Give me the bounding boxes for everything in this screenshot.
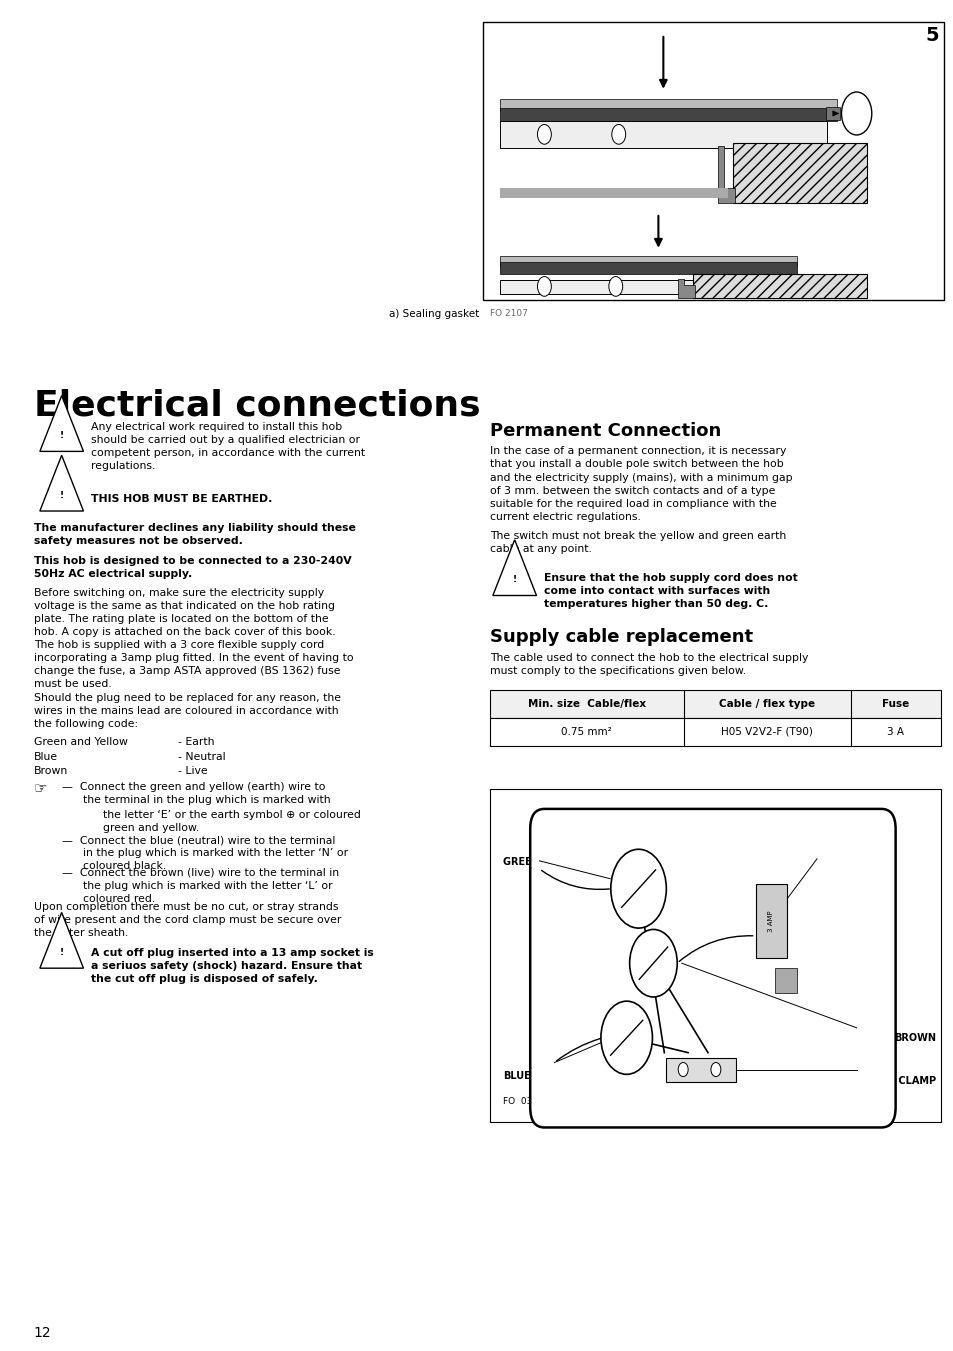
Bar bbox=[499, 255, 797, 266]
Bar bbox=[825, 107, 839, 120]
Text: !: ! bbox=[59, 948, 64, 957]
Bar bbox=[499, 108, 836, 122]
Circle shape bbox=[611, 124, 625, 145]
Text: Min. size  Cable/flex: Min. size Cable/flex bbox=[527, 698, 645, 709]
Polygon shape bbox=[493, 540, 536, 596]
Text: 3 A: 3 A bbox=[886, 727, 903, 736]
Bar bbox=[499, 262, 797, 274]
Text: - Live: - Live bbox=[177, 766, 207, 777]
Text: - Neutral: - Neutral bbox=[177, 751, 225, 762]
Bar bbox=[499, 99, 836, 111]
Text: ☞: ☞ bbox=[34, 781, 48, 796]
Text: !: ! bbox=[512, 576, 517, 585]
Text: —  Connect the green and yellow (earth) wire to
      the terminal in the plug w: — Connect the green and yellow (earth) w… bbox=[62, 782, 330, 805]
Text: Green and Yellow: Green and Yellow bbox=[34, 736, 128, 747]
Text: Cable / flex type: Cable / flex type bbox=[719, 698, 815, 709]
Polygon shape bbox=[40, 396, 83, 451]
Bar bbox=[490, 717, 940, 746]
Bar bbox=[732, 143, 865, 203]
Circle shape bbox=[537, 277, 551, 296]
Text: Fuse: Fuse bbox=[882, 698, 908, 709]
Text: 5: 5 bbox=[924, 26, 938, 45]
Text: 0.75 mm²: 0.75 mm² bbox=[561, 727, 612, 736]
Circle shape bbox=[600, 1001, 652, 1074]
Bar bbox=[499, 281, 777, 295]
Text: Permanent Connection: Permanent Connection bbox=[490, 422, 720, 439]
Bar bbox=[755, 884, 786, 958]
Text: The cable used to connect the hob to the electrical supply
must comply to the sp: The cable used to connect the hob to the… bbox=[490, 653, 807, 677]
Text: !: ! bbox=[59, 431, 64, 440]
Text: !: ! bbox=[59, 490, 64, 500]
Text: Supply cable replacement: Supply cable replacement bbox=[490, 628, 752, 646]
Circle shape bbox=[537, 124, 551, 145]
Text: Any electrical work required to install this hob
should be carried out by a qual: Any electrical work required to install … bbox=[91, 422, 365, 470]
Text: 3 AMP: 3 AMP bbox=[767, 911, 774, 932]
Text: Upon completion there must be no cut, or stray strands
of wire present and the c: Upon completion there must be no cut, or… bbox=[34, 901, 341, 938]
Text: - Earth: - Earth bbox=[177, 736, 213, 747]
Circle shape bbox=[608, 277, 622, 296]
Text: Before switching on, make sure the electricity supply
voltage is the same as tha: Before switching on, make sure the elect… bbox=[34, 588, 335, 636]
Bar bbox=[482, 22, 943, 300]
Text: the letter ‘E’ or the earth symbol ⊕ or coloured
green and yellow.: the letter ‘E’ or the earth symbol ⊕ or … bbox=[103, 811, 361, 834]
Text: THIS HOB MUST BE EARTHED.: THIS HOB MUST BE EARTHED. bbox=[91, 494, 273, 504]
Text: Electrical connections: Electrical connections bbox=[34, 389, 480, 423]
Text: H05 V2V2-F (T90): H05 V2V2-F (T90) bbox=[720, 727, 812, 736]
Text: FO 2107: FO 2107 bbox=[490, 309, 527, 319]
Circle shape bbox=[710, 1062, 720, 1077]
Text: This hob is designed to be connected to a 230-240V
50Hz AC electrical supply.: This hob is designed to be connected to … bbox=[34, 555, 351, 578]
Bar bbox=[693, 274, 865, 299]
Polygon shape bbox=[40, 455, 83, 511]
Bar bbox=[490, 690, 940, 717]
Bar bbox=[499, 122, 826, 149]
Text: GREEN & YELLOW: GREEN & YELLOW bbox=[502, 857, 599, 867]
Text: —  Connect the blue (neutral) wire to the terminal
      in the plug which is ma: — Connect the blue (neutral) wire to the… bbox=[62, 835, 348, 871]
Text: 3 AMP FUSE: 3 AMP FUSE bbox=[770, 854, 836, 863]
Text: Ensure that the hob supply cord does not
come into contact with surfaces with
te: Ensure that the hob supply cord does not… bbox=[544, 573, 798, 609]
Text: Should the plug need to be replaced for any reason, the
wires in the mains lead : Should the plug need to be replaced for … bbox=[34, 693, 340, 730]
Text: FO  0390: FO 0390 bbox=[502, 1097, 543, 1106]
Polygon shape bbox=[678, 280, 695, 299]
Text: Brown: Brown bbox=[34, 766, 68, 777]
Text: 12: 12 bbox=[34, 1325, 51, 1340]
Bar bbox=[490, 789, 940, 1123]
Polygon shape bbox=[717, 146, 734, 203]
Circle shape bbox=[841, 92, 871, 135]
Polygon shape bbox=[40, 912, 83, 969]
Bar bbox=[665, 1058, 735, 1082]
Bar bbox=[775, 969, 797, 993]
Text: —  Connect the brown (live) wire to the terminal in
      the plug which is mark: — Connect the brown (live) wire to the t… bbox=[62, 867, 338, 904]
Text: A cut off plug inserted into a 13 amp socket is
a seriuos safety (shock) hazard.: A cut off plug inserted into a 13 amp so… bbox=[91, 948, 374, 985]
FancyBboxPatch shape bbox=[530, 809, 895, 1128]
Text: Blue: Blue bbox=[34, 751, 58, 762]
Text: CORD CLAMP: CORD CLAMP bbox=[862, 1075, 935, 1085]
Text: The manufacturer declines any liability should these
safety measures not be obse: The manufacturer declines any liability … bbox=[34, 523, 355, 546]
Text: a) Sealing gasket: a) Sealing gasket bbox=[389, 309, 478, 319]
Bar bbox=[499, 188, 727, 199]
Text: BLUE: BLUE bbox=[502, 1070, 530, 1081]
Circle shape bbox=[610, 850, 665, 928]
Text: The switch must not break the yellow and green earth
cable at any point.: The switch must not break the yellow and… bbox=[490, 531, 785, 554]
Text: In the case of a permanent connection, it is necessary
that you install a double: In the case of a permanent connection, i… bbox=[490, 446, 792, 521]
Circle shape bbox=[629, 929, 677, 997]
Text: The hob is supplied with a 3 core flexible supply cord
incorporating a 3amp plug: The hob is supplied with a 3 core flexib… bbox=[34, 640, 354, 689]
Text: BROWN: BROWN bbox=[893, 1032, 935, 1043]
Circle shape bbox=[678, 1062, 687, 1077]
